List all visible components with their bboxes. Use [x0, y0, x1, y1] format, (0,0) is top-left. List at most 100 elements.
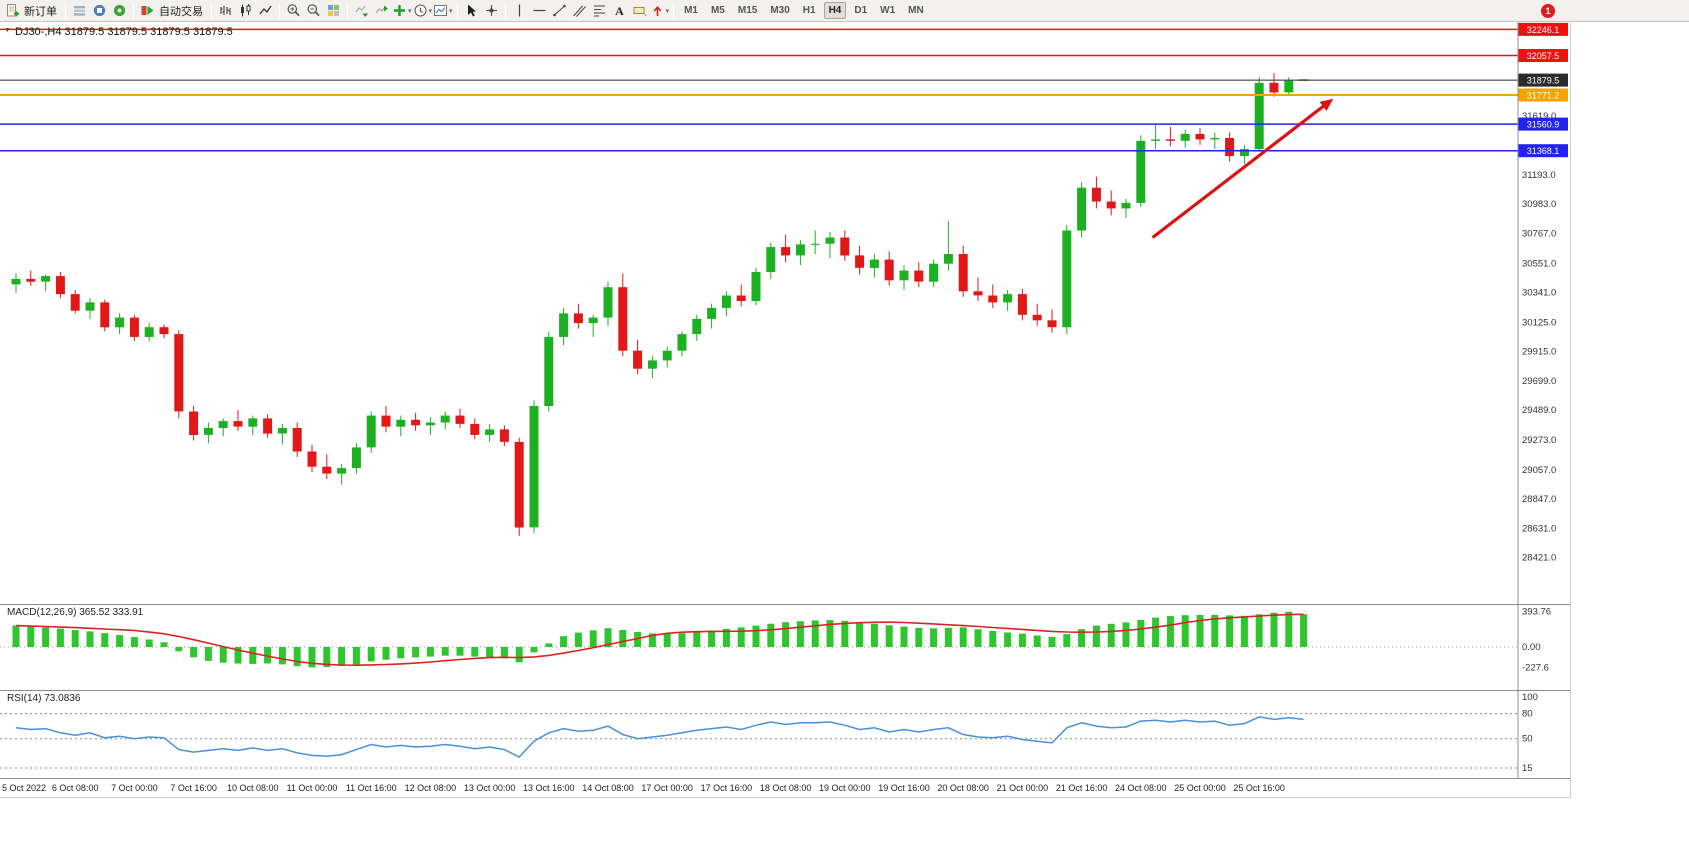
templates-button[interactable]: ▾	[433, 1, 453, 20]
new-order-label[interactable]: 新订单	[24, 5, 57, 18]
time-label: 6 Oct 08:00	[51, 783, 99, 793]
rsi-indicator-panel[interactable]: 100 80 50 15	[0, 690, 1570, 778]
auto-trading-label[interactable]: 自动交易	[159, 5, 203, 18]
rsi-chart[interactable]: 100 80 50 15	[0, 691, 1570, 778]
macd-histogram-bar	[944, 627, 952, 647]
text-label-button[interactable]	[630, 1, 649, 20]
data-window-button[interactable]	[90, 1, 109, 20]
hline-31879.5[interactable]: 31879.5	[0, 73, 1568, 87]
candle	[218, 418, 228, 437]
candle	[144, 323, 154, 341]
price-tick-label: 28631.0	[1522, 524, 1556, 535]
candle	[70, 289, 80, 314]
notification-badge[interactable]: 1	[1541, 4, 1555, 18]
cursor-button[interactable]	[462, 1, 481, 20]
tf-button-w1[interactable]: W1	[880, 5, 896, 16]
candle	[381, 405, 391, 433]
auto-trading-button[interactable]	[138, 1, 157, 20]
indicators-button[interactable]: ▾	[392, 1, 412, 20]
candle	[292, 422, 302, 457]
macd-histogram-bar	[545, 643, 553, 647]
candle	[174, 330, 184, 419]
time-label: 20 Oct 08:00	[937, 783, 989, 793]
macd-indicator-panel[interactable]: 393.76 0.00 -227.6	[0, 604, 1570, 690]
macd-histogram-bar	[56, 628, 64, 647]
candle	[1121, 198, 1131, 219]
tf-button-h1[interactable]: H1	[802, 5, 816, 16]
zoom-out-button[interactable]	[304, 1, 323, 20]
hline-31368.1[interactable]: 31368.1	[0, 144, 1568, 158]
macd-histogram-bar	[160, 642, 168, 647]
candle	[840, 230, 850, 261]
candle	[707, 303, 717, 329]
candle	[307, 444, 317, 473]
candle	[277, 423, 287, 445]
text-button[interactable]: A	[610, 1, 629, 20]
time-axis[interactable]: 5 Oct 2022 6 Oct 08:00 7 Oct 00:00 7 Oct 16…	[0, 778, 1570, 797]
candle	[1210, 132, 1220, 150]
fibonacci-button[interactable]	[590, 1, 609, 20]
equidistant-channel-button[interactable]	[570, 1, 589, 20]
crosshair-icon	[485, 5, 497, 16]
one-click-trading-toggle[interactable]: ▼	[4, 27, 11, 34]
candle	[855, 245, 865, 275]
tile-windows-button[interactable]	[324, 1, 343, 20]
zoom-in-button[interactable]	[284, 1, 303, 20]
macd-histogram-bar	[249, 647, 257, 664]
candle	[1254, 77, 1264, 152]
macd-histogram-bar	[500, 647, 508, 659]
horizontal-line-button[interactable]	[530, 1, 549, 20]
svg-text:A: A	[615, 4, 624, 18]
macd-histogram-bar	[1033, 635, 1041, 647]
vertical-line-button[interactable]	[510, 1, 529, 20]
trend-arrow[interactable]	[1151, 98, 1334, 239]
trendline-button[interactable]	[550, 1, 569, 20]
macd-histogram-bar	[352, 647, 360, 665]
periods-button[interactable]: ▾	[413, 1, 432, 20]
candle	[189, 405, 199, 441]
macd-histogram-bar	[782, 622, 790, 647]
candle	[929, 259, 939, 288]
auto-scroll-button[interactable]	[352, 1, 371, 20]
candle	[1165, 127, 1175, 147]
line-chart-button[interactable]	[256, 1, 275, 20]
hline-31560.9[interactable]: 31560.9	[0, 117, 1568, 131]
macd-histogram-bar	[278, 647, 286, 665]
tf-button-d1[interactable]: D1	[854, 5, 868, 16]
toolbar-separator	[133, 2, 134, 19]
tf-button-h4[interactable]: H4	[823, 2, 847, 19]
candle	[1003, 289, 1013, 311]
macd-histogram-bar	[204, 647, 212, 661]
tf-button-mn[interactable]: MN	[908, 5, 924, 16]
candle	[159, 324, 169, 339]
new-order-button[interactable]	[3, 1, 22, 20]
tf-button-m30[interactable]: M30	[770, 5, 790, 16]
chart-shift-button[interactable]	[372, 1, 391, 20]
macd-histogram-bar	[1240, 615, 1248, 647]
macd-chart[interactable]: 393.76 0.00 -227.6	[0, 605, 1570, 690]
hline-32057.5[interactable]: 32057.5	[0, 49, 1568, 62]
candle	[1195, 128, 1205, 145]
trendline-icon	[552, 4, 566, 17]
navigator-button[interactable]	[110, 1, 129, 20]
candlestick-chart-button[interactable]	[236, 1, 255, 20]
macd-histogram-bar	[130, 637, 138, 647]
candle	[322, 454, 332, 480]
price-chart[interactable]: 31619.0 31193.0 30983.0 30767.0 30551.0 30341…	[0, 22, 1570, 604]
bar-chart-button[interactable]	[216, 1, 235, 20]
tf-button-m5[interactable]: M5	[710, 5, 725, 16]
arrows-button[interactable]: ▾	[650, 1, 669, 20]
candle	[455, 408, 465, 428]
crosshair-button[interactable]	[482, 1, 501, 20]
hline-32246.1[interactable]: 32246.1	[0, 22, 1568, 36]
price-chart-panel[interactable]: 31619.0 31193.0 30983.0 30767.0 30551.0 30341…	[0, 22, 1570, 604]
macd-histogram-bar	[1048, 636, 1056, 647]
tf-button-m15[interactable]: M15	[737, 5, 758, 16]
candle	[766, 243, 776, 279]
charts-button[interactable]	[70, 1, 89, 20]
macd-histogram-bar	[856, 622, 864, 647]
hline-31771.2[interactable]: 31771.2	[0, 88, 1568, 102]
rsi-axis-label: 80	[1522, 709, 1533, 720]
tf-button-m1[interactable]: M1	[684, 5, 698, 16]
macd-histogram-bar	[441, 647, 449, 656]
